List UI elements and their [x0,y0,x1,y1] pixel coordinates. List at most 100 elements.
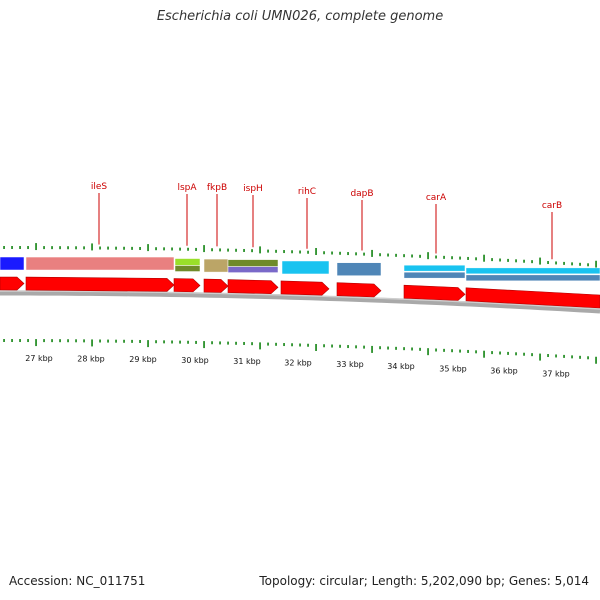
lower-tick [131,339,133,343]
cds-arrow [203,278,229,293]
kbp-label: 27 kbp [25,354,53,363]
upper-tick [83,246,85,250]
kbp-label: 37 kbp [542,369,570,378]
lower-tick [251,342,253,346]
lower-tick [179,340,181,344]
feature-block [25,256,175,271]
upper-tick [283,250,285,254]
upper-tick [475,257,477,261]
upper-tick [323,251,325,255]
lower-tick [347,345,349,349]
upper-tick [307,250,309,254]
kbp-label: 29 kbp [129,355,157,364]
upper-tick [587,263,589,267]
accession-label: Accession: NC_011751 [9,574,146,588]
upper-tick [315,247,317,255]
lower-tick [219,341,221,345]
upper-tick [355,252,357,256]
lower-tick [19,339,21,343]
lower-tick [99,339,101,343]
upper-tick [427,252,429,260]
gene-label: fkpB [207,183,227,193]
lower-tick [83,339,85,343]
lower-tick [11,339,13,343]
lower-tick [35,339,37,347]
upper-tick [115,246,117,250]
upper-tick [227,248,229,252]
lower-tick [339,344,341,348]
lower-tick [243,341,245,345]
lower-tick [467,349,469,353]
kbp-label: 33 kbp [336,360,364,369]
lower-tick [403,347,405,351]
feature-block [403,264,466,272]
upper-tick [251,249,253,253]
upper-tick [107,246,109,250]
upper-tick [203,245,205,253]
upper-tick [523,259,525,263]
upper-tick [243,248,245,252]
upper-tick [179,247,181,251]
upper-tick [459,256,461,260]
upper-tick [235,248,237,252]
upper-tick [259,246,261,254]
upper-tick [187,247,189,251]
lower-tick [147,340,149,348]
map-title: Escherichia coli UMN026, complete genome [156,9,444,24]
lower-tick [475,350,477,354]
lower-tick [275,342,277,346]
upper-tick [267,249,269,253]
lower-tick [555,354,557,358]
lower-tick [371,345,373,353]
gene-label: carB [542,201,562,211]
gene-label: ispH [243,184,263,194]
lower-tick [483,350,485,358]
lower-tick [363,345,365,349]
gene-label: ileS [91,182,108,192]
upper-tick [27,246,29,250]
lower-tick [547,354,549,358]
lower-tick [491,351,493,355]
lower-tick [235,341,237,345]
lower-tick [443,348,445,352]
lower-tick [123,339,125,343]
upper-tick [387,253,389,257]
upper-tick [563,261,565,265]
upper-tick [163,247,165,251]
lower-tick [355,345,357,349]
upper-tick [195,247,197,251]
upper-tick [499,258,501,262]
upper-tick [419,254,421,258]
lower-tick [51,339,53,343]
kbp-label: 30 kbp [181,356,209,365]
lower-tick [419,347,421,351]
upper-tick [171,247,173,251]
lower-tick [67,339,69,343]
lower-tick [579,355,581,359]
lower-tick [411,347,413,351]
upper-tick [19,246,21,250]
feature-block [336,262,382,276]
lower-tick [155,340,157,344]
lower-tick [91,339,93,347]
gene-label: dapB [350,189,373,199]
lower-tick [571,355,573,359]
feature-block [465,274,600,282]
gene-label: carA [426,193,447,203]
upper-tick [595,260,597,268]
upper-tick [547,261,549,265]
lower-tick [259,342,261,350]
upper-tick [539,257,541,265]
lower-tick [395,346,397,350]
upper-tick [147,244,149,252]
upper-tick [451,256,453,260]
feature-block [0,256,25,271]
lower-tick [515,352,517,356]
lower-tick [587,356,589,360]
lower-tick [323,344,325,348]
cds-arrow [227,279,279,294]
lower-tick [451,349,453,353]
upper-tick [379,253,381,257]
lower-tick [379,346,381,350]
